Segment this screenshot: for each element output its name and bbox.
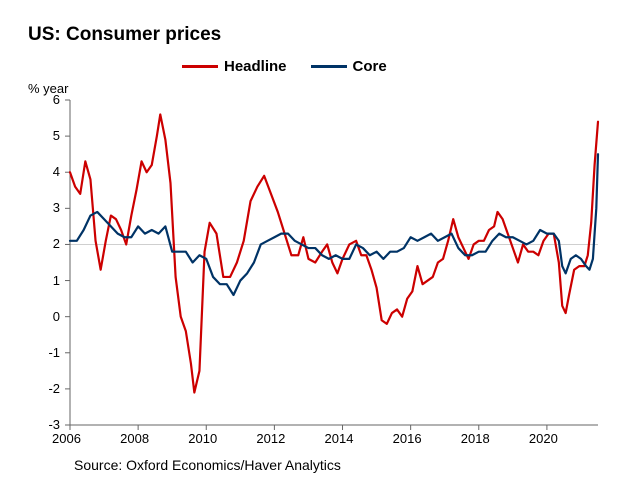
chart-svg: [70, 100, 598, 425]
y-tick-label: 6: [53, 92, 60, 107]
y-axis-label: % year: [28, 81, 68, 96]
legend-item-headline: Headline: [182, 58, 287, 75]
y-tick-label: -1: [48, 345, 60, 360]
legend-swatch-headline: [182, 65, 218, 68]
y-tick-label: 3: [53, 200, 60, 215]
y-tick-label: 0: [53, 309, 60, 324]
x-tick-label: 2008: [120, 431, 149, 446]
x-tick-label: 2016: [393, 431, 422, 446]
y-tick-label: 5: [53, 128, 60, 143]
x-tick-label: 2018: [461, 431, 490, 446]
legend-label-core: Core: [353, 58, 387, 75]
y-tick-label: 2: [53, 236, 60, 251]
legend-label-headline: Headline: [224, 58, 287, 75]
x-tick-label: 2012: [256, 431, 285, 446]
legend-swatch-core: [311, 65, 347, 68]
x-tick-label: 2010: [188, 431, 217, 446]
x-tick-label: 2020: [529, 431, 558, 446]
y-tick-label: 1: [53, 273, 60, 288]
chart-legend: Headline Core: [182, 58, 387, 75]
chart-plot-area: -3-2-10123456200620082010201220142016201…: [70, 100, 598, 425]
x-tick-label: 2014: [325, 431, 354, 446]
y-tick-label: 4: [53, 164, 60, 179]
y-tick-label: -2: [48, 381, 60, 396]
y-tick-label: -3: [48, 417, 60, 432]
chart-source: Source: Oxford Economics/Haver Analytics: [74, 457, 341, 473]
legend-item-core: Core: [311, 58, 387, 75]
chart-title: US: Consumer prices: [28, 24, 221, 46]
x-tick-label: 2006: [52, 431, 81, 446]
